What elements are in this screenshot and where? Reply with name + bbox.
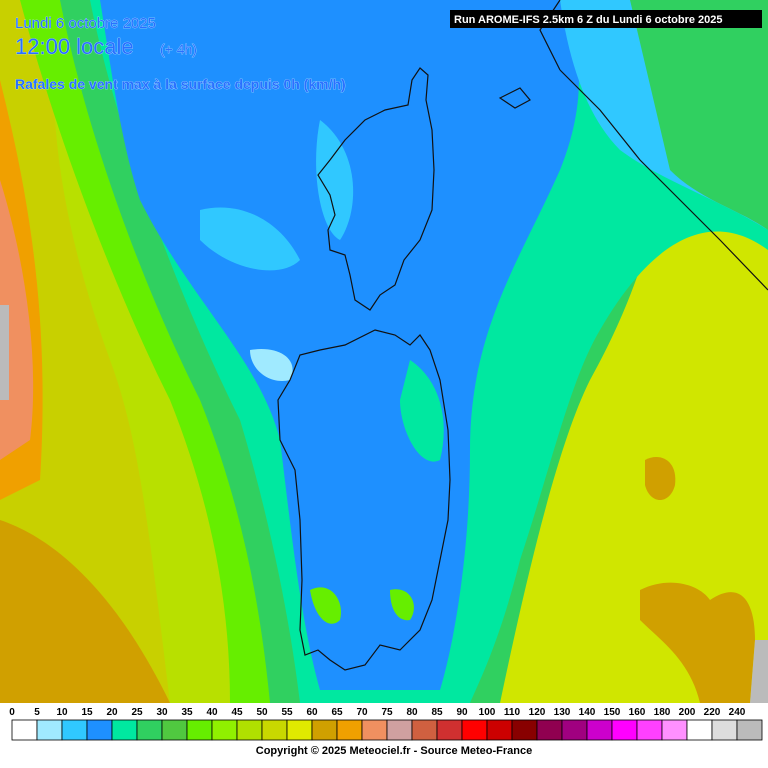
legend-swatch xyxy=(536,719,563,741)
legend-swatch xyxy=(736,719,763,741)
legend-swatch xyxy=(661,719,688,741)
legend-swatch xyxy=(136,719,163,741)
legend-swatch xyxy=(586,719,613,741)
legend-swatch xyxy=(61,719,88,741)
legend-label: 85 xyxy=(431,707,443,718)
run-info: Run AROME-IFS 2.5km 6 Z du Lundi 6 octob… xyxy=(454,14,723,26)
legend-swatch xyxy=(361,719,388,741)
legend-swatch xyxy=(686,719,713,741)
legend-label: 40 xyxy=(206,707,218,718)
legend-swatch xyxy=(311,719,338,741)
legend-label: 50 xyxy=(256,707,268,718)
legend-label: 15 xyxy=(81,707,93,718)
legend-swatch xyxy=(336,719,363,741)
legend-label: 20 xyxy=(106,707,118,718)
legend-label: 10 xyxy=(56,707,68,718)
legend-label: 25 xyxy=(131,707,143,718)
legend-label: 35 xyxy=(181,707,193,718)
legend-label: 80 xyxy=(406,707,418,718)
legend: 0 5 10 15 20 25 30 35 40 45 50 55 60 65 70 75 80 85 90 100 1… xyxy=(9,707,763,741)
legend-swatch xyxy=(261,719,288,741)
legend-swatch xyxy=(511,719,538,741)
legend-swatch xyxy=(236,719,263,741)
copyright: Copyright © 2025 Meteociel.fr - Source M… xyxy=(256,745,532,757)
legend-swatch xyxy=(211,719,238,741)
legend-swatch xyxy=(111,719,138,741)
legend-label: 100 xyxy=(479,707,496,718)
legend-swatch xyxy=(161,719,188,741)
legend-label: 0 xyxy=(9,707,15,718)
legend-label: 180 xyxy=(654,707,671,718)
legend-label: 75 xyxy=(381,707,393,718)
legend-label: 240 xyxy=(729,707,746,718)
legend-swatch xyxy=(611,719,638,741)
time: 12:00 locale xyxy=(15,34,134,59)
legend-swatch xyxy=(186,719,213,741)
legend-label: 70 xyxy=(356,707,368,718)
legend-label: 55 xyxy=(281,707,293,718)
time-offset: (+ 4h) xyxy=(160,41,197,57)
legend-swatch xyxy=(486,719,513,741)
legend-label: 5 xyxy=(34,707,40,718)
legend-label: 30 xyxy=(156,707,168,718)
legend-label: 65 xyxy=(331,707,343,718)
legend-label: 150 xyxy=(604,707,621,718)
legend-swatch xyxy=(286,719,313,741)
legend-swatch xyxy=(561,719,588,741)
legend-label: 110 xyxy=(504,707,521,718)
legend-label: 45 xyxy=(231,707,243,718)
legend-label: 130 xyxy=(554,707,571,718)
legend-swatch xyxy=(636,719,663,741)
legend-swatch xyxy=(711,719,738,741)
legend-swatch xyxy=(461,719,488,741)
legend-label: 90 xyxy=(456,707,468,718)
legend-label: 220 xyxy=(704,707,721,718)
legend-swatch xyxy=(386,719,413,741)
legend-label: 60 xyxy=(306,707,318,718)
date: Lundi 6 octobre 2025 xyxy=(15,15,156,32)
legend-label: 140 xyxy=(579,707,596,718)
legend-label: 200 xyxy=(679,707,696,718)
legend-swatch xyxy=(11,719,38,741)
run-box xyxy=(450,10,762,28)
subtitle: Rafales de vent max à la surface depuis … xyxy=(15,76,346,92)
legend-swatch xyxy=(36,719,63,741)
legend-swatch xyxy=(411,719,438,741)
legend-swatch xyxy=(86,719,113,741)
map-field xyxy=(0,0,768,703)
legend-label: 160 xyxy=(629,707,646,718)
legend-label: 120 xyxy=(529,707,546,718)
legend-swatch xyxy=(436,719,463,741)
